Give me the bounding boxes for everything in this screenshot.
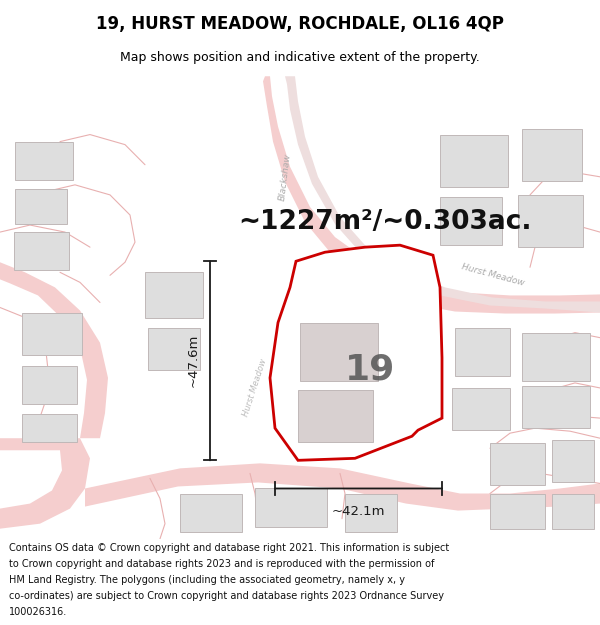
Bar xyxy=(22,414,77,442)
Text: 19, HURST MEADOW, ROCHDALE, OL16 4QP: 19, HURST MEADOW, ROCHDALE, OL16 4QP xyxy=(96,16,504,33)
Bar xyxy=(148,328,200,370)
Bar xyxy=(490,443,545,486)
Bar xyxy=(552,440,594,483)
Bar xyxy=(145,272,203,318)
Bar xyxy=(300,322,378,381)
Bar xyxy=(452,388,510,430)
Text: Blackshaw: Blackshaw xyxy=(278,152,292,201)
Bar xyxy=(552,494,594,529)
Bar xyxy=(15,142,73,180)
Polygon shape xyxy=(0,262,108,438)
Text: Map shows position and indicative extent of the property.: Map shows position and indicative extent… xyxy=(120,51,480,64)
Polygon shape xyxy=(0,438,90,529)
Text: 19: 19 xyxy=(345,353,395,387)
Bar xyxy=(455,328,510,376)
Bar xyxy=(14,232,69,270)
Text: ~1227m²/~0.303ac.: ~1227m²/~0.303ac. xyxy=(238,209,532,235)
Polygon shape xyxy=(263,76,600,314)
Text: Hurst Meadow: Hurst Meadow xyxy=(460,262,525,288)
Bar xyxy=(522,332,590,381)
Bar xyxy=(345,494,397,532)
Text: to Crown copyright and database rights 2023 and is reproduced with the permissio: to Crown copyright and database rights 2… xyxy=(9,559,434,569)
Bar xyxy=(522,129,582,181)
Bar xyxy=(15,189,67,224)
Bar xyxy=(22,366,77,404)
Text: co-ordinates) are subject to Crown copyright and database rights 2023 Ordnance S: co-ordinates) are subject to Crown copyr… xyxy=(9,591,444,601)
Bar xyxy=(518,195,583,247)
Text: ~42.1m: ~42.1m xyxy=(332,504,385,518)
Text: ~47.6m: ~47.6m xyxy=(187,334,200,388)
Bar xyxy=(440,134,508,187)
Text: 100026316.: 100026316. xyxy=(9,607,67,617)
Bar xyxy=(440,197,502,245)
Text: Hurst Meadow: Hurst Meadow xyxy=(241,358,269,418)
Bar xyxy=(298,390,373,442)
Bar xyxy=(180,494,242,532)
Polygon shape xyxy=(285,76,600,312)
Polygon shape xyxy=(270,245,442,461)
Bar xyxy=(255,489,327,527)
Bar xyxy=(22,312,82,355)
Text: HM Land Registry. The polygons (including the associated geometry, namely x, y: HM Land Registry. The polygons (includin… xyxy=(9,575,405,585)
Bar xyxy=(490,494,545,529)
Text: Contains OS data © Crown copyright and database right 2021. This information is : Contains OS data © Crown copyright and d… xyxy=(9,543,449,553)
Bar xyxy=(522,386,590,428)
Polygon shape xyxy=(85,463,600,511)
